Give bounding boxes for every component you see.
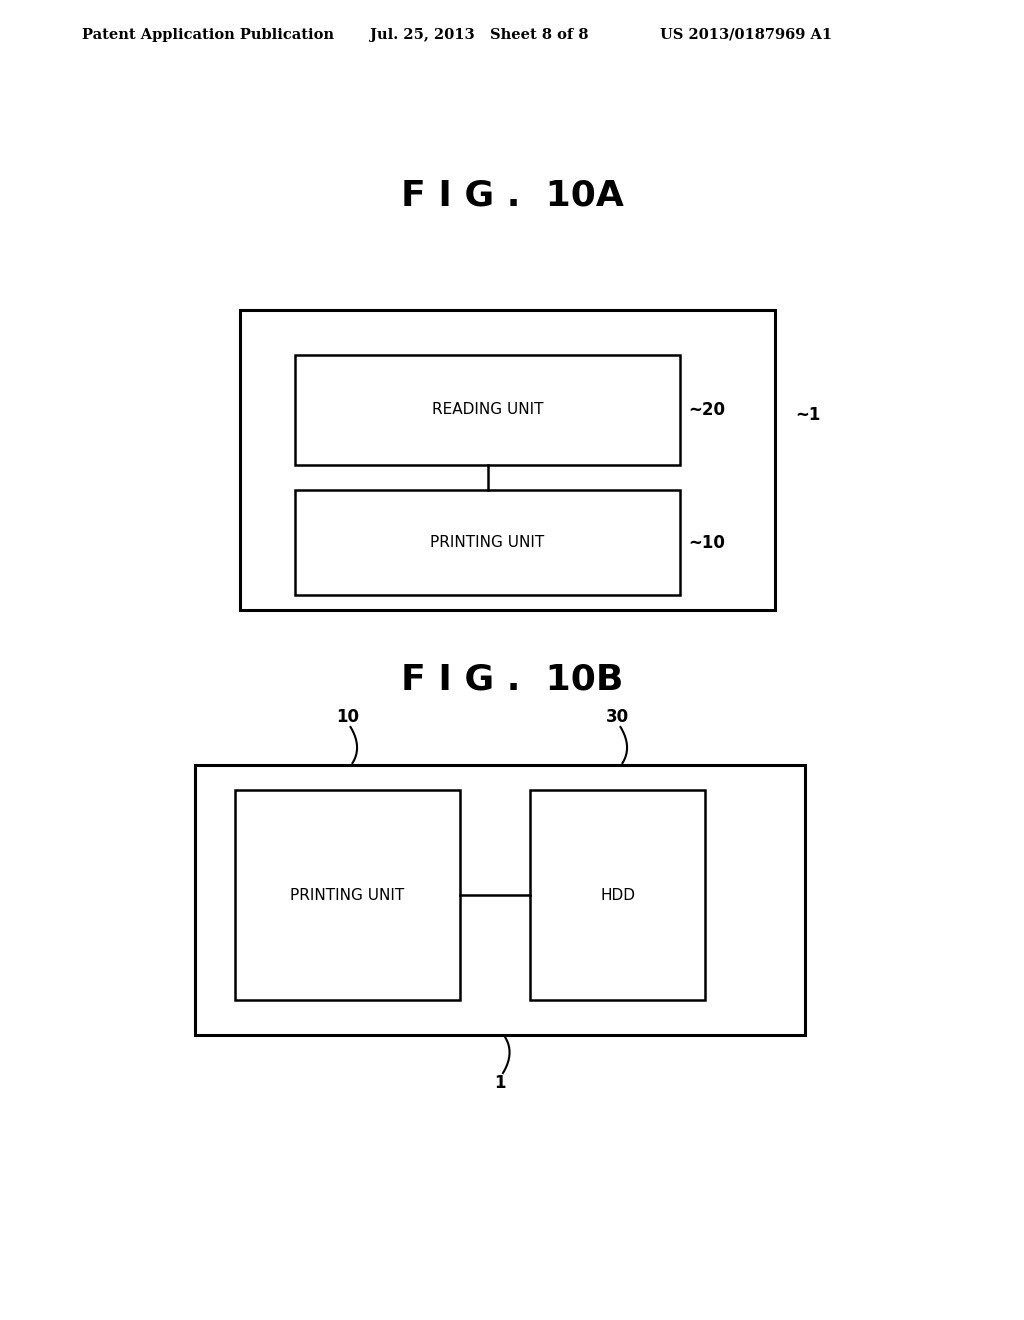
- Text: ~10: ~10: [688, 533, 725, 552]
- Text: 30: 30: [606, 708, 629, 726]
- Text: 1: 1: [495, 1074, 506, 1092]
- Text: US 2013/0187969 A1: US 2013/0187969 A1: [660, 28, 833, 42]
- Text: PRINTING UNIT: PRINTING UNIT: [291, 887, 404, 903]
- Bar: [240, 310, 775, 610]
- Text: 10: 10: [336, 708, 359, 726]
- Text: HDD: HDD: [600, 887, 635, 903]
- Text: ~1: ~1: [795, 407, 820, 424]
- Text: READING UNIT: READING UNIT: [432, 403, 544, 417]
- Text: ~20: ~20: [688, 401, 725, 418]
- Text: PRINTING UNIT: PRINTING UNIT: [430, 535, 545, 550]
- Bar: [295, 490, 680, 595]
- Bar: [295, 355, 680, 465]
- Bar: [234, 789, 460, 1001]
- Bar: [195, 766, 805, 1035]
- Text: Patent Application Publication: Patent Application Publication: [82, 28, 334, 42]
- Text: Jul. 25, 2013   Sheet 8 of 8: Jul. 25, 2013 Sheet 8 of 8: [370, 28, 589, 42]
- Text: F I G .  10A: F I G . 10A: [400, 178, 624, 213]
- Bar: [530, 789, 705, 1001]
- Text: F I G .  10B: F I G . 10B: [400, 663, 624, 697]
